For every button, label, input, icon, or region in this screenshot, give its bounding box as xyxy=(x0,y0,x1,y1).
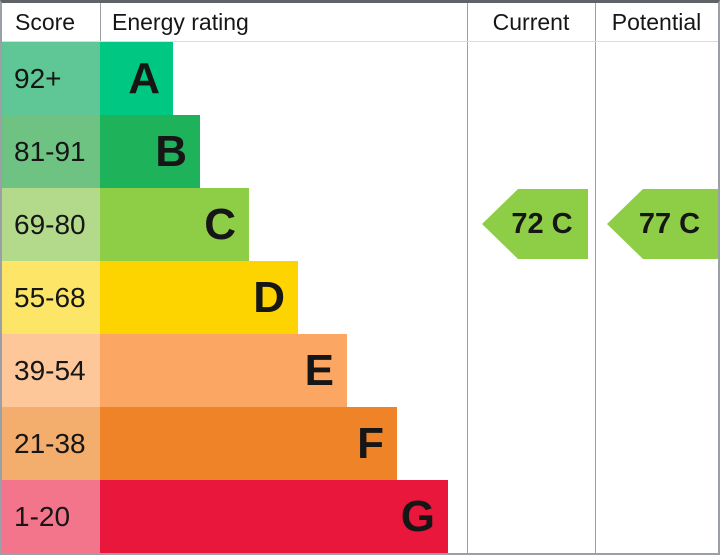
band-row-d: 55-68 D xyxy=(2,261,718,334)
potential-rating-label: 77 C xyxy=(638,207,701,240)
score-range-e: 39-54 xyxy=(2,334,100,407)
header-score: Score xyxy=(15,9,76,35)
band-row-b: 81-91 B xyxy=(2,115,718,188)
header-potential: Potential xyxy=(611,9,702,35)
score-range-d: 55-68 xyxy=(2,261,100,334)
rating-bar-c: C xyxy=(100,188,249,261)
divider-rating-current xyxy=(467,3,468,553)
band-row-f: 21-38 F xyxy=(2,407,718,480)
header-rule xyxy=(2,41,718,42)
rating-bar-b: B xyxy=(100,115,200,188)
band-row-g: 1-20 G xyxy=(2,480,718,553)
rating-bar-a: A xyxy=(100,42,173,115)
score-range-b: 81-91 xyxy=(2,115,100,188)
current-rating-label: 72 C xyxy=(511,207,573,240)
band-row-c: 69-80 C xyxy=(2,188,718,261)
rating-bar-d: D xyxy=(100,261,298,334)
header-current: Current xyxy=(492,9,570,35)
score-range-a: 92+ xyxy=(2,42,100,115)
divider-current-potential xyxy=(595,3,596,553)
header-energy-rating: Energy rating xyxy=(112,9,249,35)
band-row-e: 39-54 E xyxy=(2,334,718,407)
rating-bar-f: F xyxy=(100,407,397,480)
rating-bar-e: E xyxy=(100,334,347,407)
score-range-g: 1-20 xyxy=(2,480,100,553)
divider-score-rating xyxy=(100,3,101,42)
score-range-f: 21-38 xyxy=(2,407,100,480)
bands: 92+ A 81-91 B 69-80 C 55-68 D 39-54 E 21-38 F 1-20 G xyxy=(2,42,718,553)
score-range-c: 69-80 xyxy=(2,188,100,261)
rating-bar-g: G xyxy=(100,480,448,553)
band-row-a: 92+ A xyxy=(2,42,718,115)
potential-rating-arrow: 77 C xyxy=(607,189,718,259)
